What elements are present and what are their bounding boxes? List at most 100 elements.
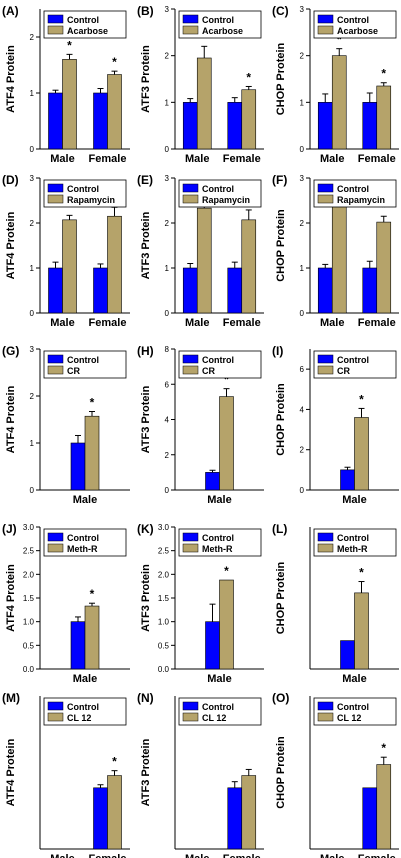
x-tick-label: Male bbox=[185, 853, 209, 858]
legend-swatch bbox=[317, 543, 334, 553]
x-tick-label: Female bbox=[223, 853, 261, 858]
y-tick-label: 0 bbox=[300, 309, 305, 318]
legend-swatch bbox=[317, 14, 334, 24]
bar-control bbox=[317, 102, 333, 150]
legend-swatch bbox=[182, 354, 199, 364]
legend-label: Meth-R bbox=[202, 544, 233, 554]
legend-label: CL 12 bbox=[67, 713, 91, 723]
panel-label: (D) bbox=[2, 173, 19, 187]
bar-acarbose bbox=[62, 59, 77, 150]
significance-marker: * bbox=[112, 755, 117, 769]
x-tick-label: Female bbox=[223, 317, 261, 329]
bar-control bbox=[48, 92, 63, 150]
y-tick-label: 0.0 bbox=[158, 665, 170, 674]
legend-label: Control bbox=[337, 533, 369, 543]
y-tick-label: 3 bbox=[165, 174, 170, 183]
significance-marker: * bbox=[224, 564, 229, 578]
bar-meth-r bbox=[84, 605, 100, 670]
y-axis-label: ATF3 Protein bbox=[140, 45, 152, 113]
bar-control bbox=[93, 787, 108, 850]
x-tick-label: Female bbox=[358, 853, 396, 858]
chart-panel-e: (E)ATF3 Protein0123Male*Female*ControlRa… bbox=[137, 173, 264, 329]
y-tick-label: 0 bbox=[30, 145, 35, 154]
panel-label: (M) bbox=[2, 691, 20, 705]
legend-swatch bbox=[317, 701, 334, 711]
bar-control bbox=[340, 469, 355, 491]
chart-panel-a: (A) ATF4 Protein 0 1 2 Male * Female * ControlAca… bbox=[2, 4, 130, 165]
y-tick-label: 1.5 bbox=[23, 594, 35, 603]
y-tick-label: 1 bbox=[165, 98, 170, 107]
bar-control bbox=[182, 267, 198, 314]
panel-label: (O) bbox=[272, 691, 289, 705]
legend-swatch bbox=[317, 712, 334, 722]
bar-acarbose bbox=[241, 89, 257, 150]
x-tick-label: Male bbox=[342, 673, 366, 685]
panel-label: (F) bbox=[272, 173, 287, 187]
y-tick-label: 3 bbox=[165, 5, 170, 14]
y-tick-label: 0 bbox=[30, 486, 35, 495]
y-tick-label: 0 bbox=[165, 145, 170, 154]
bar-control bbox=[362, 267, 378, 314]
y-tick-label: 2 bbox=[165, 52, 170, 61]
legend-swatch bbox=[182, 14, 199, 24]
significance-marker: * bbox=[359, 566, 364, 580]
legend-label: Control bbox=[67, 355, 99, 365]
bar-acarbose bbox=[196, 57, 212, 150]
x-tick-label: Male bbox=[50, 853, 74, 858]
bar-rapamycin bbox=[196, 207, 212, 314]
chart-panel-d: (D)ATF4 Protein0123Male*Female*ControlRa… bbox=[2, 173, 130, 329]
bar-cl-12 bbox=[376, 764, 392, 850]
bar-control bbox=[362, 787, 378, 850]
y-axis-label: ATF4 Protein bbox=[5, 45, 17, 113]
bar-control bbox=[182, 102, 198, 150]
legend-label: Control bbox=[67, 533, 99, 543]
bar-meth-r bbox=[219, 579, 234, 670]
y-axis-label: ATF4 Protein bbox=[5, 738, 17, 806]
x-tick-label: Male bbox=[73, 673, 97, 685]
legend-label: Rapamycin bbox=[202, 195, 250, 205]
bar-control bbox=[93, 267, 108, 314]
chart-panel-j: (J) ATF4 Protein 0.0 0.5 1.0 1.5 2.0 2.5 3.0 Male… bbox=[2, 522, 130, 685]
bar-control bbox=[70, 621, 86, 670]
legend-swatch bbox=[47, 365, 64, 375]
chart-panel-f: (F)CHOP Protein0123Male*Female*ControlRa… bbox=[272, 173, 399, 329]
bar-meth-r bbox=[354, 592, 369, 670]
chart-panel-k: (K) ATF3 Protein 0.0 0.5 1.0 1.5 2.0 2.5 3.0 Male… bbox=[137, 522, 264, 685]
y-tick-label: 1 bbox=[165, 264, 170, 273]
legend-swatch bbox=[47, 354, 64, 364]
x-tick-label: Male bbox=[320, 153, 344, 165]
significance-marker: * bbox=[381, 741, 386, 755]
legend-swatch bbox=[182, 183, 199, 193]
chart-panel-c: (C) CHOP Protein 0 1 2 3 Male * Female * ControlAc… bbox=[272, 4, 399, 165]
x-tick-label: Male bbox=[320, 317, 344, 329]
y-axis-label: ATF4 Protein bbox=[5, 211, 17, 279]
legend-swatch bbox=[182, 365, 199, 375]
legend-label: Control bbox=[67, 184, 99, 194]
legend-swatch bbox=[47, 532, 64, 542]
y-tick-label: 0 bbox=[300, 486, 305, 495]
bar-cl-12 bbox=[107, 775, 122, 850]
y-tick-label: 0.5 bbox=[23, 641, 35, 650]
panel-label: (B) bbox=[137, 4, 154, 18]
x-tick-label: Male bbox=[342, 494, 366, 506]
y-tick-label: 4 bbox=[165, 416, 170, 425]
y-axis-label: ATF4 Protein bbox=[5, 564, 17, 632]
panel-label: (J) bbox=[2, 522, 17, 536]
y-tick-label: 2 bbox=[165, 219, 170, 228]
legend-label: Control bbox=[202, 702, 234, 712]
y-axis-label: ATF3 Protein bbox=[140, 211, 152, 279]
bar-control bbox=[205, 472, 220, 491]
legend-label: Control bbox=[67, 702, 99, 712]
y-tick-label: 2 bbox=[30, 219, 35, 228]
panel-label: (I) bbox=[272, 344, 283, 358]
bar-cl-12 bbox=[241, 775, 257, 850]
significance-marker: * bbox=[90, 587, 95, 601]
y-axis-label: ATF3 Protein bbox=[140, 564, 152, 632]
y-tick-label: 2 bbox=[300, 446, 305, 455]
legend-swatch bbox=[182, 194, 199, 204]
bar-cr bbox=[219, 396, 234, 491]
